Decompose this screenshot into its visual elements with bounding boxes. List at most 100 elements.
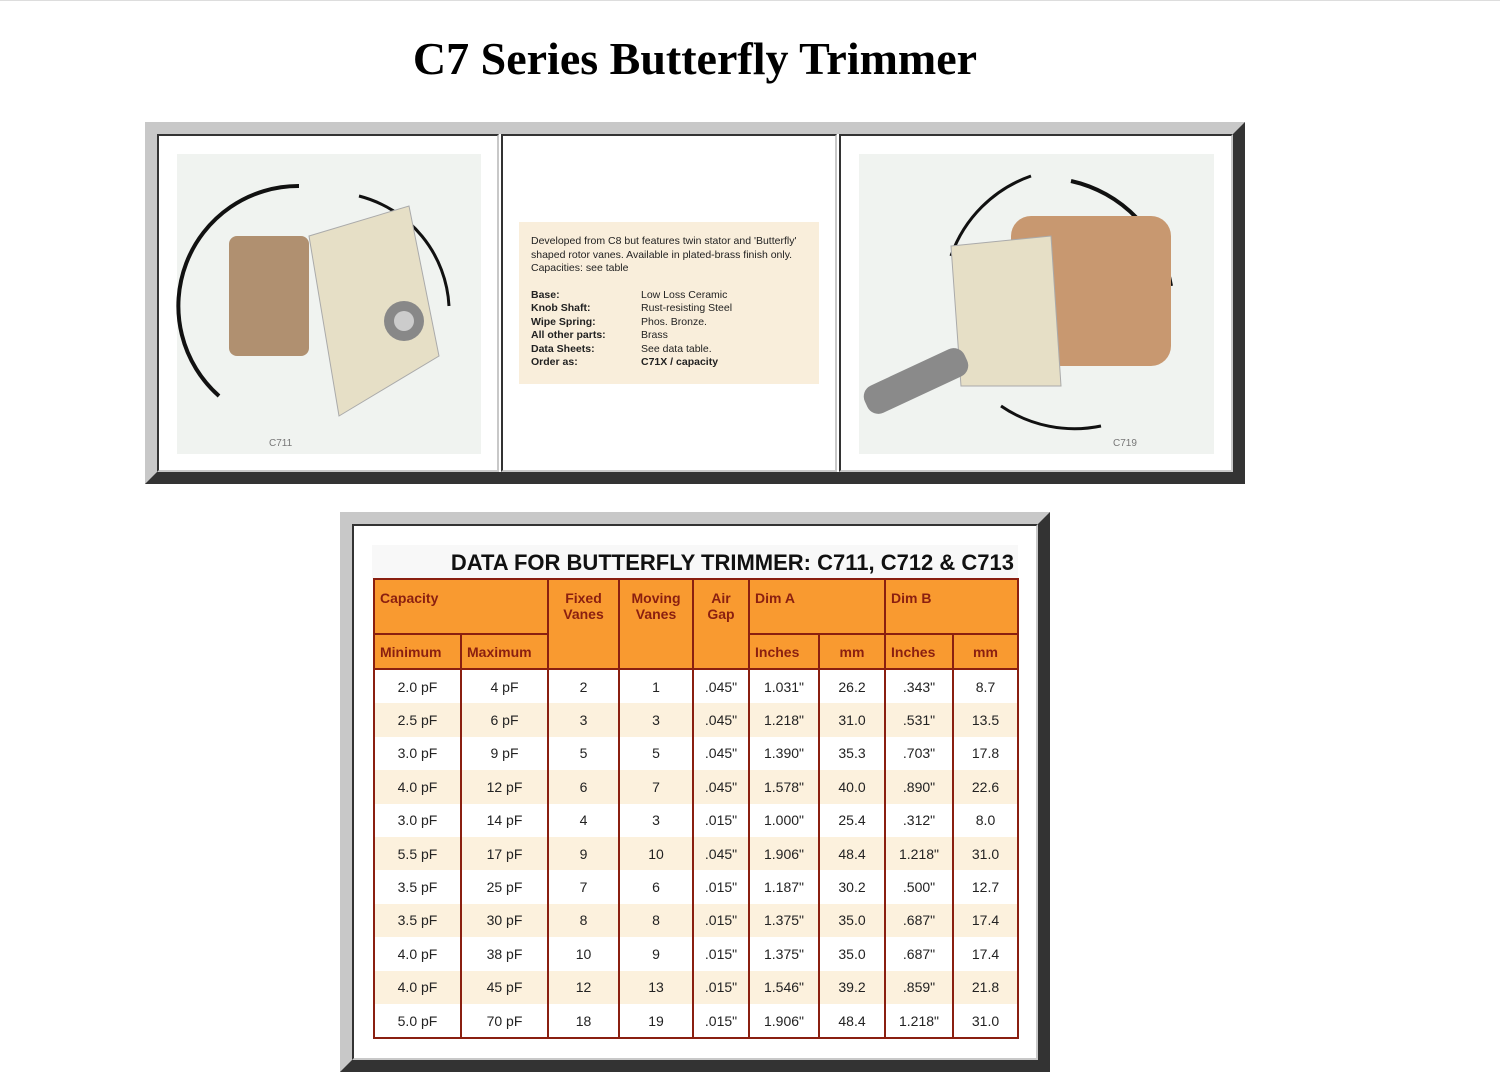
table-cell: 35.0 — [818, 937, 886, 971]
table-cell: .859" — [884, 970, 954, 1004]
table-cell: .045" — [692, 770, 750, 804]
table-cell: 5 — [547, 736, 620, 771]
data-table-panel: DATA FOR BUTTERFLY TRIMMER: C711, C712 &… — [352, 524, 1038, 1060]
table-cell: .687" — [884, 937, 954, 971]
table-cell: .500" — [884, 870, 954, 904]
table-cell: 18 — [547, 1003, 620, 1039]
table-cell: .045" — [692, 736, 750, 771]
table-row: 4.0 pF 38 pF 10 9.015" 1.375" 35.0.687" 17.4 — [373, 937, 1019, 971]
table-cell: 39.2 — [818, 970, 886, 1004]
product-image-c711-cell: C711 — [157, 134, 499, 472]
table-cell: .015" — [692, 903, 750, 938]
spec-label: Wipe Spring: — [531, 315, 596, 328]
spec-label: All other parts: — [531, 329, 606, 341]
table-cell: 31.0 — [952, 836, 1019, 871]
table-cell: 1.906" — [748, 1003, 820, 1039]
header-dim-a: Dim A — [748, 578, 886, 635]
table-cell: 22.6 — [952, 770, 1019, 804]
data-table: Capacity Fixed Vanes Moving Vanes Air Ga… — [373, 578, 1019, 1040]
spec-label: Order as: — [531, 356, 578, 368]
table-cell: .015" — [692, 1003, 750, 1039]
table-row: 2.0 pF 4 pF 2 1.045" 1.031" 26.2.343" 8.7 — [373, 669, 1019, 704]
table-cell: 5 — [618, 736, 694, 771]
spec-value: Low Loss Ceramic — [641, 288, 728, 301]
table-cell: 1.375" — [748, 937, 820, 971]
table-cell: 2.0 pF — [373, 669, 462, 704]
product-image-c719-cell: C719 — [839, 134, 1233, 472]
table-cell: .045" — [692, 669, 750, 704]
table-row: 5.5 pF 17 pF 9 10.045" 1.906" 48.4 1.218" 31.0 — [373, 836, 1019, 871]
trimmer-c711-image — [176, 154, 481, 454]
description-box: Developed from C8 but features twin stat… — [519, 222, 819, 384]
data-table-frame: DATA FOR BUTTERFLY TRIMMER: C711, C712 &… — [340, 512, 1050, 1072]
table-cell: 7 — [547, 870, 620, 904]
table-cell: 8 — [618, 903, 694, 938]
table-cell: 2.5 pF — [373, 703, 462, 737]
table-cell: .015" — [692, 870, 750, 904]
header-moving-vanes: Moving Vanes — [618, 578, 694, 670]
table-cell: 3.0 pF — [373, 736, 462, 771]
header-fixed-vanes: Fixed Vanes — [547, 578, 620, 670]
header-dim-b-inches: Inches — [884, 633, 954, 670]
image-caption: C719 — [1113, 438, 1137, 449]
table-row: 5.0 pF 70 pF 18 19.015" 1.906" 48.4 1.218" 31.0 — [373, 1003, 1019, 1039]
table-cell: 3 — [618, 803, 694, 837]
header-dim-a-mm: mm — [818, 633, 886, 670]
table-cell: 17.8 — [952, 736, 1019, 771]
table-cell: 30 pF — [460, 903, 549, 938]
header-minimum: Minimum — [373, 633, 462, 670]
spec-value: See data table. — [641, 342, 712, 355]
table-cell: 1.546" — [748, 970, 820, 1004]
spec-list: Base: Low Loss Ceramic Knob Shaft: Rust-res… — [531, 289, 807, 370]
table-cell: 4 pF — [460, 669, 549, 704]
table-cell: 7 — [618, 770, 694, 804]
spec-value: Brass — [641, 329, 668, 341]
table-cell: 40.0 — [818, 770, 886, 804]
header-dim-a-inches: Inches — [748, 633, 820, 670]
header-maximum: Maximum — [460, 633, 549, 670]
table-cell: .687" — [884, 903, 954, 938]
table-cell: .015" — [692, 803, 750, 837]
table-cell: 13.5 — [952, 703, 1019, 737]
description-text: Developed from C8 but features twin stat… — [531, 235, 797, 274]
table-cell: 4.0 pF — [373, 937, 462, 971]
spec-value: Rust-resisting Steel — [641, 302, 733, 314]
table-cell: .015" — [692, 970, 750, 1004]
table-cell: 6 pF — [460, 703, 549, 737]
table-cell: 48.4 — [818, 1003, 886, 1039]
table-cell: 9 — [547, 836, 620, 871]
table-cell: 35.3 — [818, 736, 886, 771]
table-row: 3.0 pF 14 pF 4 3.015" 1.000" 25.4.312" 8.0 — [373, 803, 1019, 837]
image-caption: C711 — [269, 438, 293, 449]
table-cell: 4 — [547, 803, 620, 837]
table-cell: 45 pF — [460, 970, 549, 1004]
page-title: C7 Series Butterfly Trimmer — [412, 33, 978, 84]
table-cell: 1.906" — [748, 836, 820, 871]
table-cell: 1.218" — [748, 703, 820, 737]
table-cell: 70 pF — [460, 1003, 549, 1039]
table-cell: 31.0 — [818, 703, 886, 737]
table-cell: 2 — [547, 669, 620, 704]
table-cell: 12 pF — [460, 770, 549, 804]
table-cell: 17 pF — [460, 836, 549, 871]
table-cell: 5.0 pF — [373, 1003, 462, 1039]
spec-label: Knob Shaft: — [531, 302, 591, 314]
header-dim-b: Dim B — [884, 578, 1019, 635]
table-cell: 3 — [547, 703, 620, 737]
spec-value: C71X / capacity — [641, 356, 719, 368]
table-cell: 25 pF — [460, 870, 549, 904]
table-cell: 48.4 — [818, 836, 886, 871]
table-cell: 1.390" — [748, 736, 820, 771]
table-cell: 19 — [618, 1003, 694, 1039]
table-cell: 1.187" — [748, 870, 820, 904]
table-cell: 1.578" — [748, 770, 820, 804]
table-cell: 1.218" — [884, 836, 954, 871]
table-cell: 9 pF — [460, 736, 549, 771]
table-cell: .890" — [884, 770, 954, 804]
product-frame: C711 Developed from C8 but features twin… — [145, 122, 1245, 484]
table-row: 3.5 pF 25 pF 7 6.015" 1.187" 30.2.500" 12.7 — [373, 870, 1019, 904]
table-cell: 31.0 — [952, 1003, 1019, 1039]
table-cell: .703" — [884, 736, 954, 771]
table-cell: 9 — [618, 937, 694, 971]
table-row: 4.0 pF 12 pF 6 7.045" 1.578" 40.0.890" 22.6 — [373, 770, 1019, 804]
